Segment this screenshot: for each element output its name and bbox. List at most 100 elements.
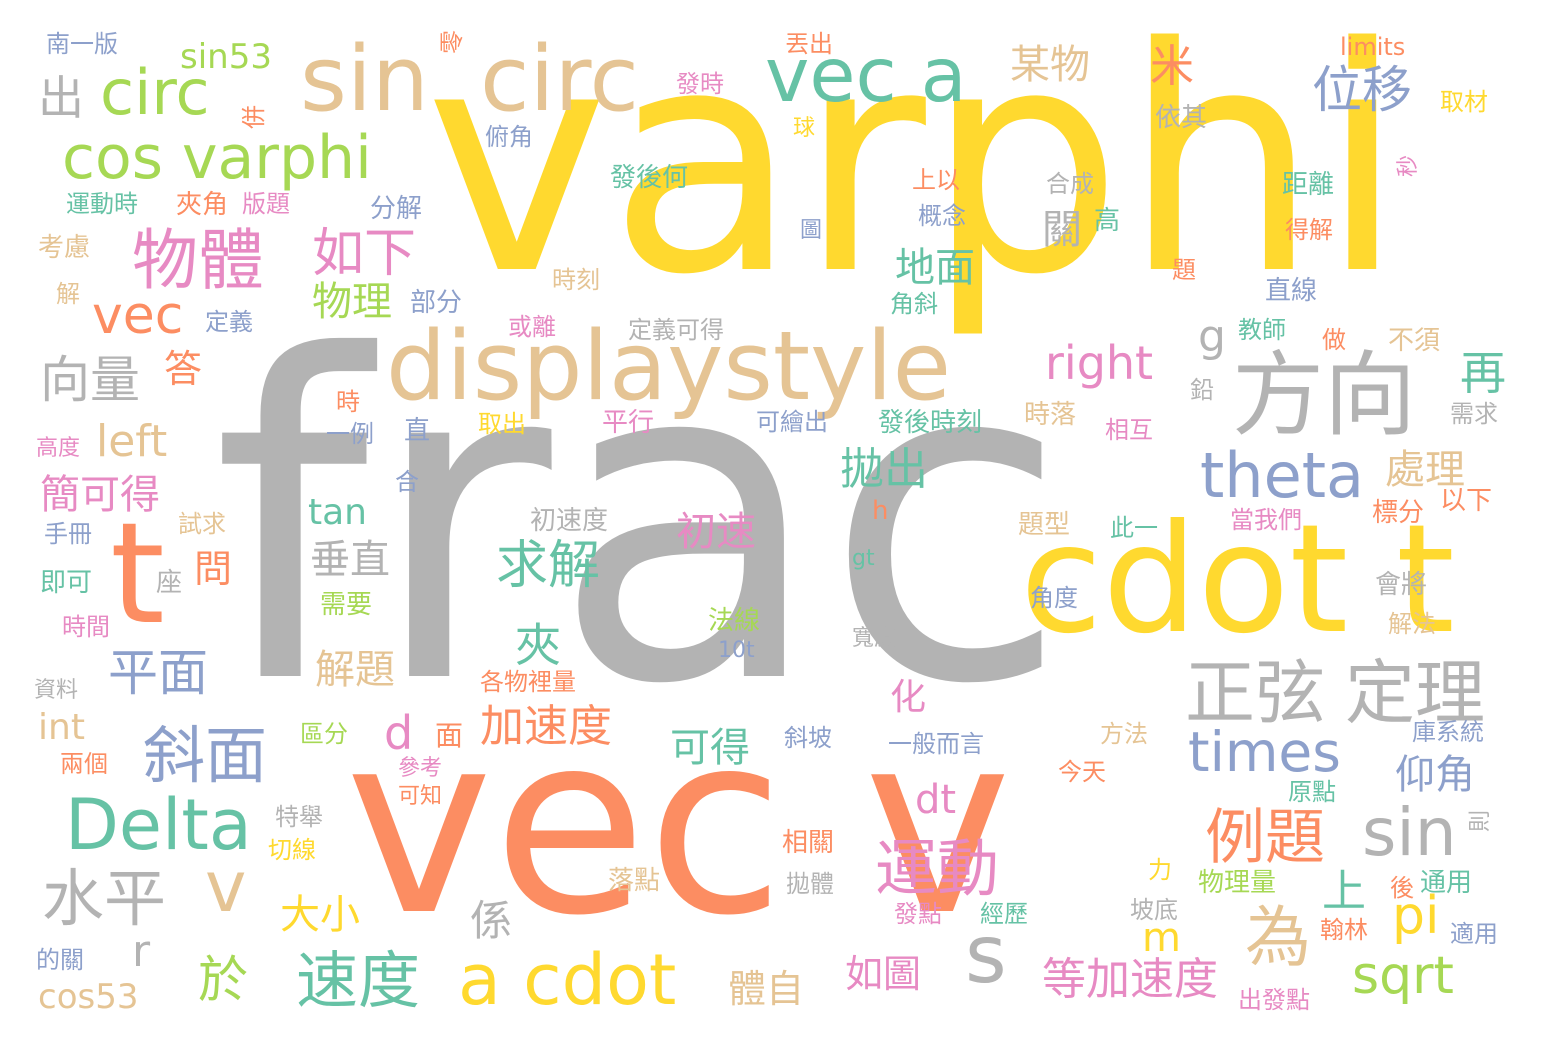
word-shi: 時 [336,388,360,416]
word-wei: 為 [1245,899,1311,976]
word-ti: 題 [1172,256,1196,284]
word-bing: 併 [240,105,268,129]
word-dangwomen: 當我們 [1230,506,1302,534]
word-chusudu: 初速度 [530,506,609,536]
word-liangge: 兩個 [60,750,108,778]
word-sin53: sin53 [180,37,272,77]
word-xiangguan: 相關 [782,828,835,858]
word-shouce: 手冊 [44,520,92,548]
word-kaolv: 考慮 [38,233,91,263]
word-qiujie: 求解 [496,536,601,596]
word-cos53: cos53 [38,977,139,1017]
word-gaodu: 高度 [36,436,81,461]
word-shiluo: 時落 [1024,400,1077,430]
word-fenjie: 分解 [370,194,423,224]
word-chufadian: 出發點 [1238,986,1310,1014]
word-yili: 一例 [326,420,374,448]
word-tixing: 題型 [1018,510,1071,540]
word-bufen: 部分 [410,288,463,318]
word-fangfa: 方法 [1100,720,1148,748]
word-buxu: 不須 [1388,326,1441,356]
word-jike: 即可 [40,568,93,598]
word-tongyong: 通用 [1420,868,1473,898]
word-d: d [384,706,414,760]
word-yibanyeryan: 一般而言 [888,730,984,758]
word-hecheng: 合成 [1046,170,1094,198]
word-wuliliang: 物理量 [1198,868,1277,898]
word-varphi: varphi [425,0,1406,343]
word-pingxing: 平行 [602,408,655,438]
word-zai: 再 [1460,346,1506,400]
word-ziliao: 資料 [34,678,79,703]
word-guan: 關 [1042,207,1082,253]
word-paoti: 拋體 [786,870,834,898]
word-xiepo: 斜坡 [784,724,832,752]
word-wuli: 物理 [312,279,392,325]
word-sqrt: sqrt [1352,946,1454,1006]
word-fujiao: 俯角 [485,123,533,151]
word-deguan: 的關 [36,946,84,974]
word-zuo2: 座 [156,568,183,598]
word-podi: 坡底 [1130,896,1178,924]
word-yundong: 運動 [875,832,1000,905]
word-pingmian: 平面 [108,644,208,702]
word-xianghu: 相互 [1105,416,1153,444]
word-juli: 距離 [1282,170,1335,200]
word-quchu: 取出 [478,410,526,438]
word-shiyong: 適用 [1450,920,1498,948]
word-shang: 上 [1322,866,1366,917]
word-zuo: 做 [1322,326,1346,354]
word-teju: 特舉 [275,803,323,831]
word-miao: 秒 [1396,155,1421,178]
word-xuyao: 需要 [320,590,373,620]
word-zhengxian: 正弦 [1185,652,1325,734]
word-kuandu: 寬度 [852,626,897,651]
word-vec-v: vec v [345,679,1012,970]
word-faxian: 法線 [708,606,761,636]
word-nanyiban: 南一版 [46,30,118,58]
word-qufen: 區分 [300,720,348,748]
word-kezhi: 可知 [398,784,443,809]
word-diuchu: 丟出 [785,30,833,58]
word-a-cdot: a cdot [458,939,677,1021]
word-tan: tan [308,492,367,533]
word-kede: 可得 [670,725,750,771]
word-s: s [965,908,1007,1001]
word-ciyi: 此一 [1110,514,1158,542]
word-right: right [1045,336,1154,390]
word-shuiping: 水平 [42,862,167,935]
word-jiaoxie: 角斜 [890,290,938,318]
word-cdot-t: cdot t [1020,493,1455,667]
word-gao: 高 [1094,206,1121,236]
word-paochu: 拋出 [840,444,928,495]
word-yangjiao: 仰角 [1395,752,1475,798]
word-h: h [872,496,889,526]
word-wen: 問 [194,547,233,591]
word-jingli: 經歷 [980,900,1028,928]
word-tu: 圖 [800,218,823,243]
word-fahouhe: 發後何 [610,163,689,193]
word-huoli: 或離 [508,313,556,341]
word-sin-right: sin [1362,794,1457,871]
word-huijiang: 會將 [1375,570,1428,600]
word-vec-a: vec a [765,31,967,119]
word-jia: 夾 [515,618,561,672]
word-fadian: 發點 [894,900,942,928]
word-m: m [1142,915,1181,961]
word-qiu: 球 [793,116,816,141]
word-xuqiu: 需求 [1450,400,1498,428]
word-circ-left: circ [100,56,210,129]
word-xiangliang: 向量 [40,351,140,409]
word-frac: frac [212,263,1069,781]
word-left: left [96,416,168,467]
word-shiqiu: 試求 [178,510,226,538]
word-shijian: 時間 [62,613,110,641]
word-yuandian: 原點 [1288,778,1336,806]
word-ze: 則 [1468,810,1493,833]
word-Delta: Delta [65,784,252,866]
word-qucai: 取材 [1440,88,1488,116]
word-cos-varphi: cos varphi [62,123,372,193]
word-mi: 米 [1150,41,1194,92]
word-weiyi: 位移 [1312,61,1412,119]
word-shike: 時刻 [552,266,600,294]
